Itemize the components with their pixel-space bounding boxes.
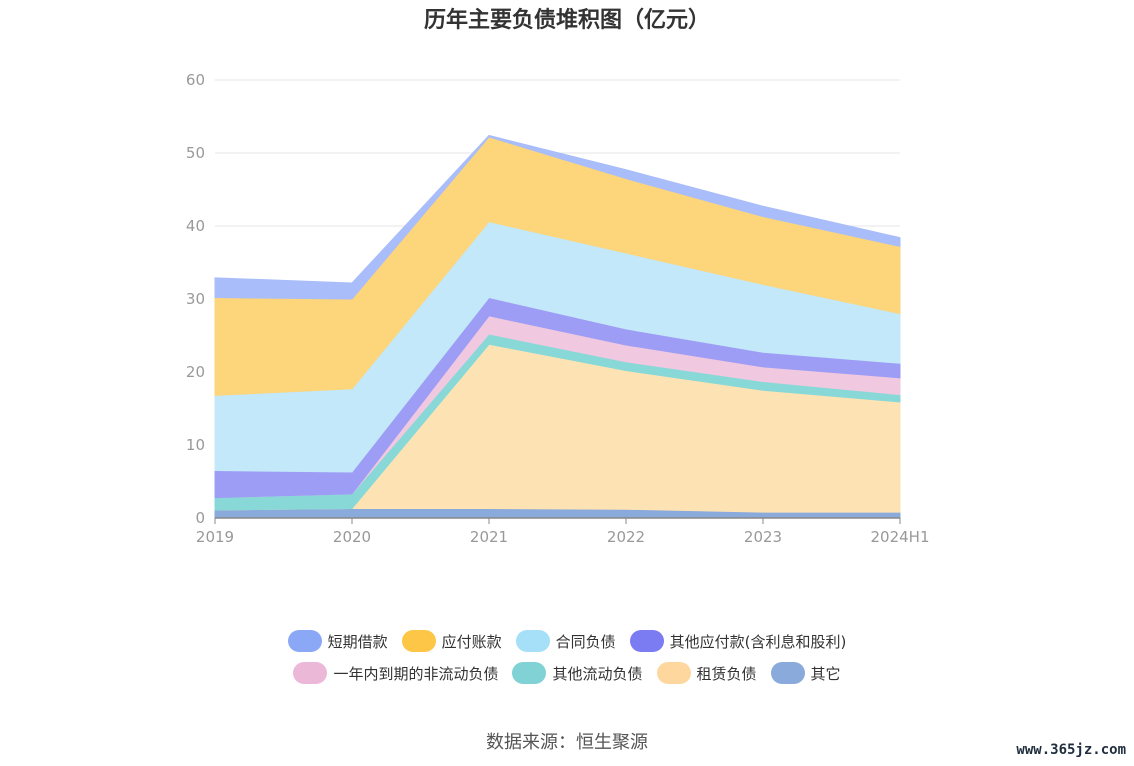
legend-item[interactable]: 其他应付款(含利息和股利): [629, 630, 847, 652]
stacked-area-chart: 0 10 20 30 40 50 60 2019 2020 2021 2022 2023 2024H1: [186, 71, 930, 546]
x-tick-label: 2019: [196, 528, 234, 546]
chart-title: 历年主要负债堆积图（亿元）: [423, 8, 710, 33]
x-tick-label: 2020: [333, 528, 371, 546]
legend-swatch: [287, 630, 322, 652]
legend-label: 短期借款: [327, 632, 388, 651]
y-tick-label: 20: [186, 363, 205, 381]
x-tick-label: 2023: [744, 528, 782, 546]
area-series-7: [214, 134, 901, 300]
legend-label: 一年内到期的非流动负债: [333, 664, 499, 683]
area-series: [214, 134, 901, 519]
axes: 0 10 20 30 40 50 60 2019 2020 2021 2022 2023 2024H1: [186, 71, 930, 546]
legend-item[interactable]: 短期借款: [287, 630, 388, 652]
x-tick-label: 2022: [607, 528, 645, 546]
legend: 短期借款 应付账款 合同负债 其他应付款(含利息和股利) 一年内到期的非流动负债 其他流…: [0, 630, 1134, 694]
legend-item[interactable]: 租赁负债: [656, 662, 757, 684]
y-tick-label: 60: [186, 71, 205, 89]
y-tick-label: 30: [186, 290, 205, 308]
legend-item[interactable]: 其它: [770, 662, 841, 684]
y-tick-label: 40: [186, 217, 205, 235]
legend-swatch: [656, 662, 691, 684]
legend-swatch: [512, 662, 547, 684]
y-tick-label: 0: [195, 509, 205, 527]
x-tick-label: 2021: [470, 528, 508, 546]
legend-label: 其他应付款(含利息和股利): [669, 632, 847, 651]
legend-label: 合同负债: [555, 632, 616, 651]
y-tick-label: 50: [186, 144, 205, 162]
legend-row-2: 一年内到期的非流动负债 其他流动负债 租赁负债 其它: [0, 662, 1134, 684]
legend-label: 其他流动负债: [552, 664, 643, 683]
legend-swatch: [293, 662, 328, 684]
legend-label: 应付账款: [441, 632, 502, 651]
watermark: www.365jz.com: [1016, 742, 1126, 758]
legend-swatch: [515, 630, 550, 652]
legend-item[interactable]: 合同负债: [515, 630, 616, 652]
x-tick-label: 2024H1: [871, 528, 930, 546]
legend-item[interactable]: 其他流动负债: [512, 662, 643, 684]
legend-item[interactable]: 应付账款: [401, 630, 502, 652]
legend-row-1: 短期借款 应付账款 合同负债 其他应付款(含利息和股利): [0, 630, 1134, 652]
source-note: 数据来源：恒生聚源: [486, 732, 648, 753]
legend-swatch: [770, 662, 805, 684]
y-tick-label: 10: [186, 436, 205, 454]
legend-label: 其它: [810, 664, 841, 683]
legend-label: 租赁负债: [696, 664, 757, 683]
legend-swatch: [401, 630, 436, 652]
legend-swatch: [629, 630, 664, 652]
legend-item[interactable]: 一年内到期的非流动负债: [293, 662, 498, 684]
